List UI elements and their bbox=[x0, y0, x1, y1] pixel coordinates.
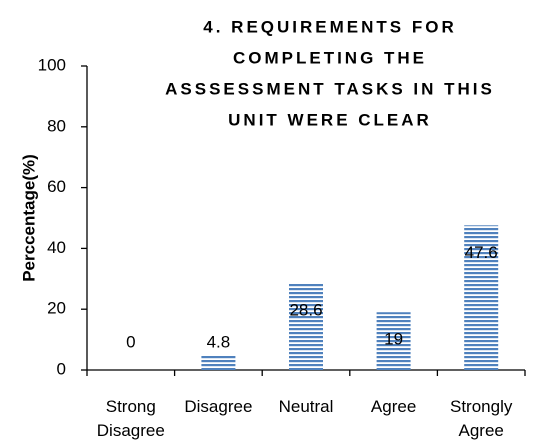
data-label: 4.8 bbox=[207, 332, 231, 351]
y-tick-label: 0 bbox=[57, 359, 66, 378]
data-label: 47.6 bbox=[465, 243, 498, 262]
data-label: 0 bbox=[126, 332, 135, 351]
y-tick-label: 20 bbox=[47, 299, 66, 318]
data-label: 28.6 bbox=[289, 301, 322, 320]
y-tick-label: 100 bbox=[38, 55, 66, 74]
y-tick-label: 40 bbox=[47, 238, 66, 257]
x-tick-label: Strongly Agree bbox=[450, 397, 513, 440]
chart-title: UNIT WERE CLEAR bbox=[228, 110, 432, 129]
y-tick-label: 60 bbox=[47, 177, 66, 196]
chart-title: COMPLETING THE bbox=[233, 48, 427, 67]
bar bbox=[464, 225, 499, 370]
bar bbox=[376, 312, 411, 370]
x-tick-label: Neutral bbox=[279, 397, 334, 416]
bar bbox=[289, 283, 323, 370]
bar bbox=[201, 355, 236, 370]
x-tick-label: Agree bbox=[371, 397, 416, 416]
y-tick-label: 80 bbox=[47, 116, 66, 135]
data-label: 19 bbox=[384, 330, 403, 349]
chart-title: 4. REQUIREMENTS FOR bbox=[203, 17, 456, 36]
x-tick-label: Strong Disagree bbox=[97, 397, 165, 440]
chart-title: ASSSESSMENT TASKS IN THIS bbox=[165, 79, 495, 98]
x-tick-label: Disagree bbox=[184, 397, 252, 416]
y-axis-label: Perccentage(%) bbox=[19, 154, 38, 282]
